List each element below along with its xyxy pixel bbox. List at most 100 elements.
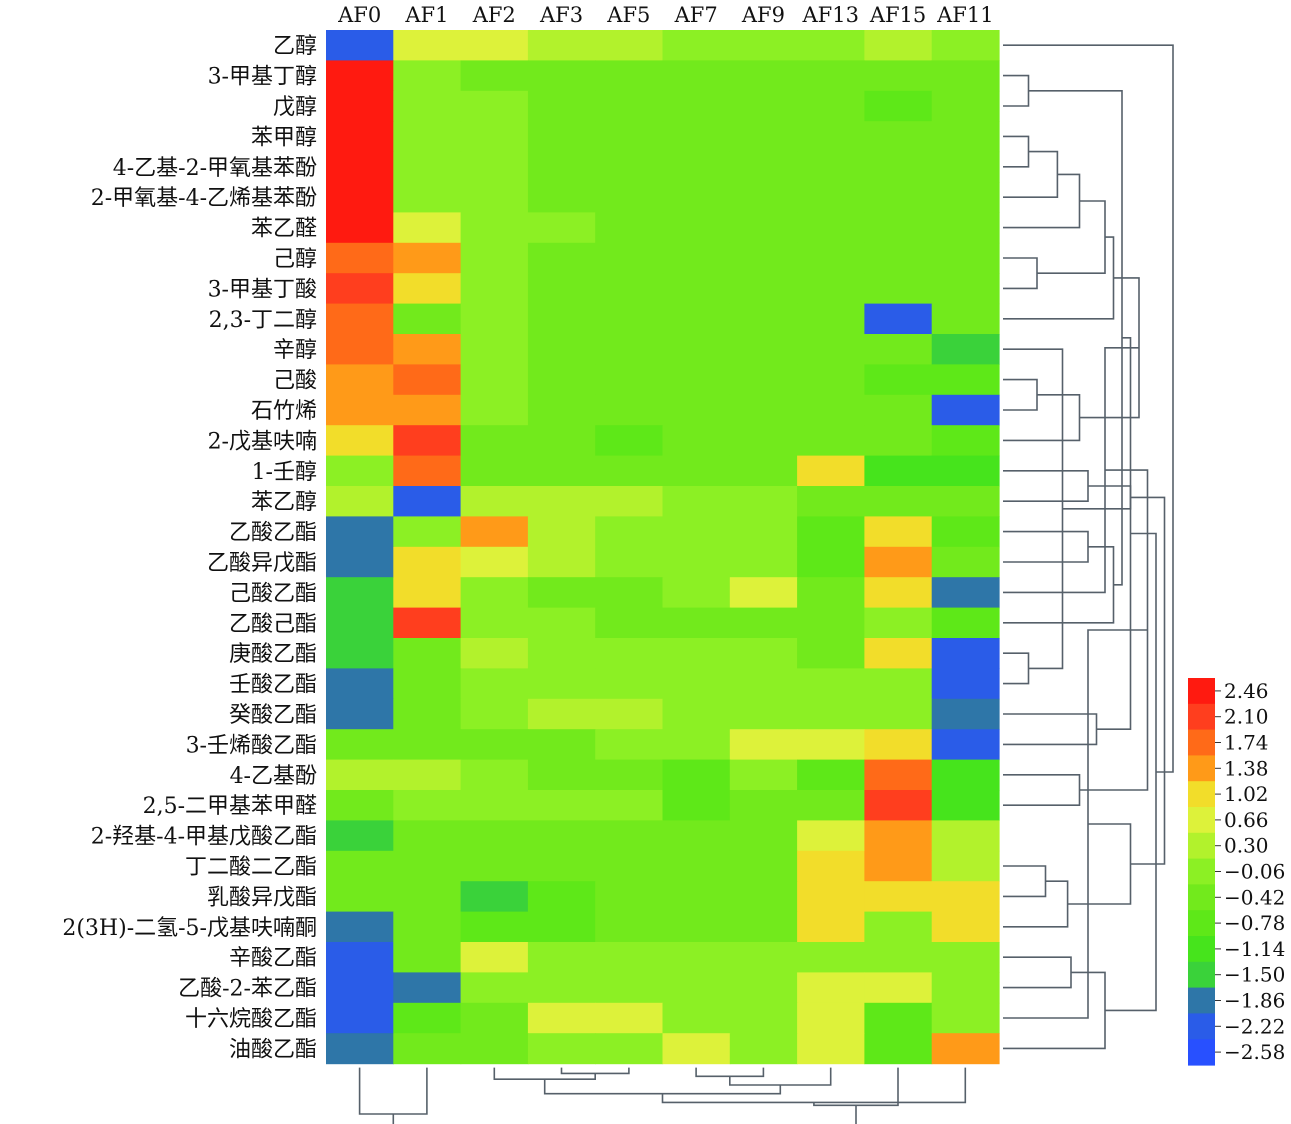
heatmap-cell (797, 546, 865, 578)
heatmap-cell (326, 911, 394, 943)
heatmap-cell (393, 486, 462, 517)
column-label: AF0 (337, 3, 381, 27)
column-dendrogram-link (813, 1067, 899, 1107)
heatmap-cell (595, 790, 664, 821)
heatmap-cell (326, 90, 394, 122)
heatmap-cell (729, 546, 798, 578)
heatmap-cell (527, 790, 596, 821)
heatmap-cell (595, 394, 664, 426)
heatmap-cell (393, 881, 462, 913)
legend-tick-label: −1.14 (1224, 937, 1285, 961)
column-label: AF1 (404, 3, 448, 27)
heatmap-cell (393, 729, 462, 761)
heatmap-cell (393, 334, 462, 365)
column-dendrogram-link (695, 1067, 765, 1078)
heatmap-cell (797, 759, 865, 791)
heatmap-cell (326, 60, 394, 92)
heatmap-cell (864, 242, 933, 274)
heatmap-cell (864, 972, 933, 1004)
heatmap-cell (595, 820, 664, 852)
row-dendrogram-link (1003, 774, 1081, 806)
heatmap-cell (797, 607, 865, 639)
heatmap-cell (662, 242, 731, 274)
row-label: 2,3-丁二醇 (209, 308, 317, 333)
legend-color-block (1188, 703, 1215, 731)
heatmap-cell (393, 151, 462, 183)
row-label: 苯乙醇 (251, 490, 317, 515)
column-label: AF3 (539, 3, 583, 27)
heatmap-cell (931, 182, 1000, 213)
legend-color-block (1188, 729, 1215, 756)
legend-color-block (1188, 781, 1215, 808)
heatmap-cell (797, 212, 865, 244)
heatmap-cell (864, 729, 933, 761)
heatmap-cell (595, 121, 664, 153)
legend-color-block (1188, 755, 1215, 782)
heatmap-cell (595, 90, 664, 122)
heatmap-cell (393, 850, 462, 882)
heatmap-cell (460, 820, 529, 852)
row-dendrogram-link (1003, 44, 1174, 773)
row-dendrogram-link (1003, 470, 1089, 502)
heatmap-cell (326, 364, 394, 396)
legend-color-block (1188, 961, 1215, 989)
heatmap-cell (662, 1002, 731, 1034)
heatmap-cell (797, 455, 865, 487)
heatmap-cell (729, 273, 798, 305)
heatmap-cell (595, 516, 664, 548)
heatmap-cell (460, 972, 529, 1004)
heatmap-cells (326, 30, 1000, 1065)
legend-color-block (1188, 884, 1215, 911)
heatmap-cell (797, 273, 865, 305)
heatmap-cell (729, 850, 798, 882)
row-label: 己酸 (273, 369, 317, 394)
heatmap-cell (931, 729, 1000, 761)
legend-tick-label: 2.10 (1224, 705, 1269, 729)
heatmap-cell (326, 668, 394, 700)
heatmap-cell (326, 698, 394, 730)
heatmap-cell (393, 820, 462, 852)
row-dendrogram-link (1003, 74, 1030, 107)
heatmap-cell (729, 121, 798, 153)
heatmap-cell (931, 30, 1000, 61)
heatmap-cell (931, 303, 1000, 335)
legend-color-block (1188, 1013, 1215, 1040)
row-label: 壬酸乙酯 (229, 673, 317, 698)
heatmap-cell (393, 60, 462, 92)
heatmap-cell (729, 151, 798, 183)
heatmap-cell (460, 607, 529, 639)
heatmap-cell (864, 60, 933, 92)
heatmap-cell (662, 455, 731, 487)
heatmap-cell (460, 668, 529, 700)
heatmap-cell (527, 577, 596, 609)
heatmap-cell (527, 850, 596, 882)
heatmap-cell (662, 151, 731, 183)
row-dendrogram-link (1003, 173, 1081, 229)
heatmap-cell (326, 212, 394, 244)
heatmap-cell (662, 911, 731, 943)
heatmap-cell (931, 911, 1000, 943)
heatmap-cell (931, 486, 1000, 517)
heatmap-cell (326, 638, 394, 669)
heatmap-cell (662, 486, 731, 517)
heatmap-cell (729, 425, 798, 457)
heatmap-cell (326, 242, 394, 274)
heatmap-cell (864, 212, 933, 244)
legend-color-block (1188, 1039, 1215, 1066)
heatmap-cell (662, 303, 731, 335)
heatmap-cell (797, 911, 865, 943)
heatmap-cell (326, 303, 394, 335)
heatmap-cell (460, 60, 529, 92)
legend-tick-label: 1.74 (1224, 731, 1269, 755)
heatmap-cell (393, 121, 462, 153)
heatmap-cell (662, 121, 731, 153)
heatmap-cell (460, 1002, 529, 1034)
legend-color-block (1188, 910, 1215, 937)
heatmap-cell (797, 972, 865, 1004)
heatmap-cell (527, 121, 596, 153)
heatmap-cell (460, 212, 529, 244)
heatmap-cell (662, 516, 731, 548)
legend-color-block (1188, 678, 1215, 705)
heatmap-cell (460, 698, 529, 730)
